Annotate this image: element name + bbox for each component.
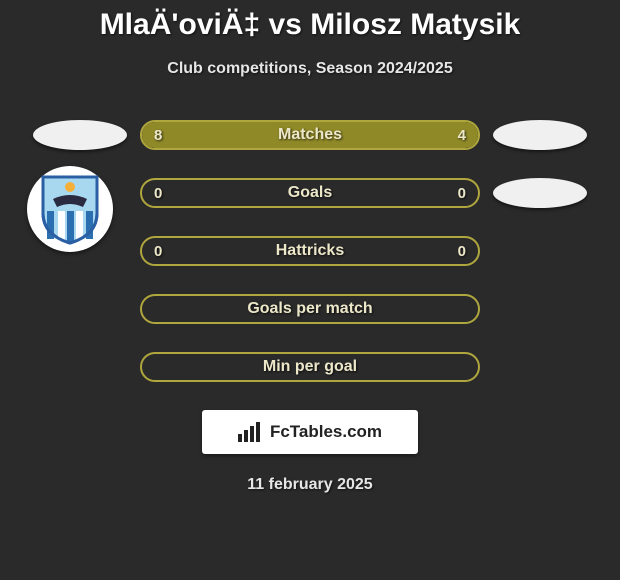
page-title: MlaÄ'oviÄ‡ vs Milosz Matysik <box>0 8 620 42</box>
stat-row: Min per goal <box>0 352 620 382</box>
stat-label: Hattricks <box>142 238 478 264</box>
stat-bar: Min per goal <box>140 352 480 382</box>
right-slot <box>480 178 600 208</box>
player-ellipse-right <box>493 178 587 208</box>
stat-bar: 00Hattricks <box>140 236 480 266</box>
stat-row: Goals per match <box>0 294 620 324</box>
stat-row: 00Goals <box>0 178 620 208</box>
date-line: 11 february 2025 <box>0 476 620 494</box>
club-shield-icon <box>39 173 101 245</box>
left-slot <box>20 120 140 150</box>
stat-bar: Goals per match <box>140 294 480 324</box>
branding-badge: FcTables.com <box>202 410 418 454</box>
stat-row: 84Matches <box>0 120 620 150</box>
right-slot <box>480 120 600 150</box>
brand-text: FcTables.com <box>270 422 382 442</box>
player-ellipse-right <box>493 120 587 150</box>
stat-row: 00Hattricks <box>0 236 620 266</box>
player-ellipse-left <box>33 120 127 150</box>
stat-bar: 00Goals <box>140 178 480 208</box>
stats-rows: 84Matches 00Goals 00Hattricks Goals per ma… <box>0 120 620 382</box>
infographic-container: MlaÄ'oviÄ‡ vs Milosz Matysik Club compet… <box>0 0 620 494</box>
stat-label: Matches <box>142 122 478 148</box>
stat-label: Goals per match <box>142 296 478 322</box>
subtitle: Club competitions, Season 2024/2025 <box>0 60 620 78</box>
brand-bars-icon <box>238 422 264 442</box>
stat-label: Goals <box>142 180 478 206</box>
stat-label: Min per goal <box>142 354 478 380</box>
stat-bar: 84Matches <box>140 120 480 150</box>
